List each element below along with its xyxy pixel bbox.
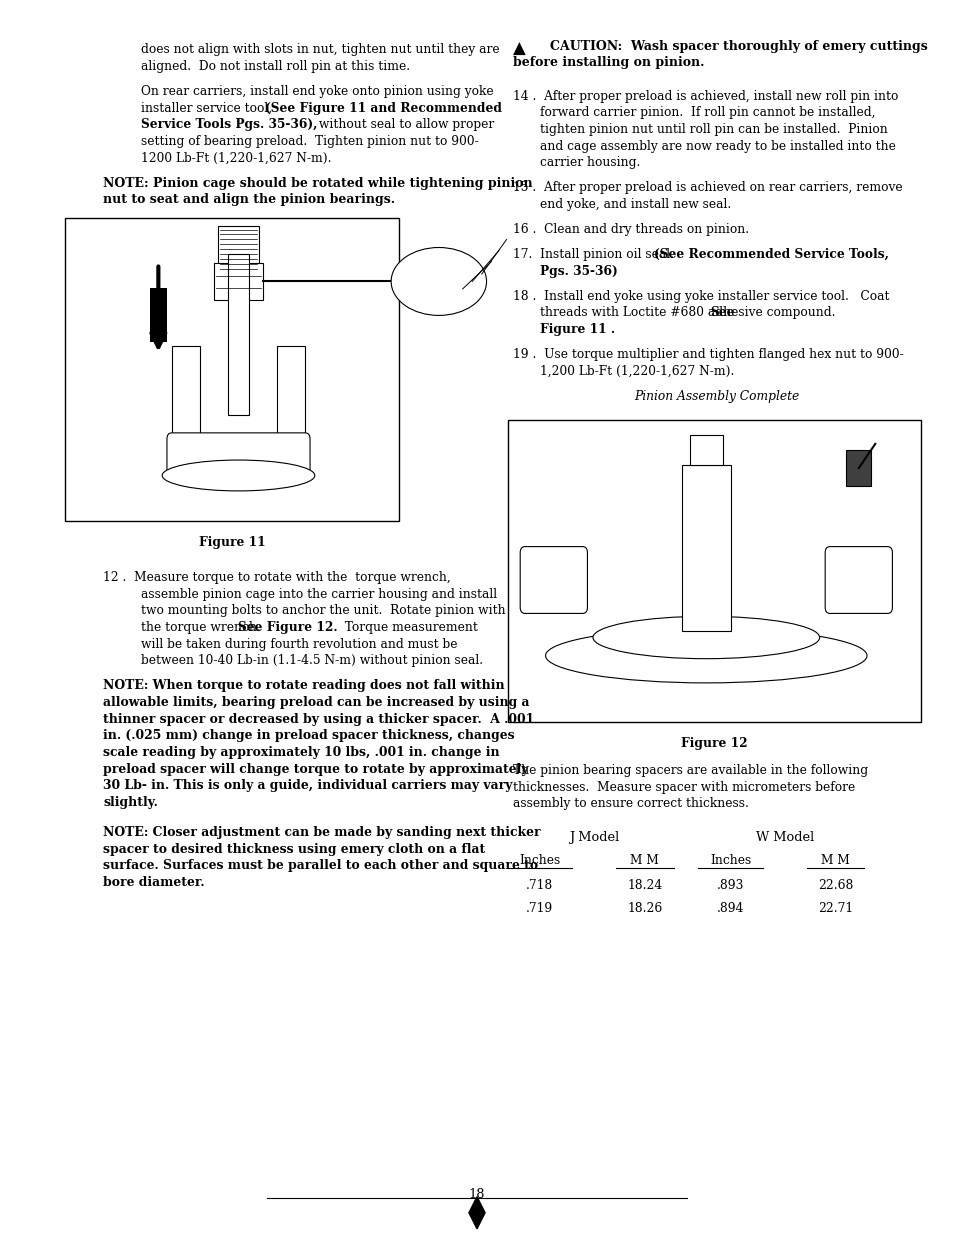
- Text: (See Figure 11 and Recommended: (See Figure 11 and Recommended: [265, 101, 501, 115]
- Polygon shape: [469, 1197, 484, 1229]
- Bar: [150, 288, 167, 342]
- Ellipse shape: [593, 616, 819, 658]
- Text: between 10-40 Lb-in (1.1-4.5 N-m) without pinion seal.: between 10-40 Lb-in (1.1-4.5 N-m) withou…: [141, 655, 483, 667]
- Text: ▲: ▲: [513, 40, 525, 58]
- Text: carrier housing.: carrier housing.: [539, 156, 639, 169]
- Text: threads with Loctite #680 adhesive compound.: threads with Loctite #680 adhesive compo…: [539, 306, 842, 320]
- Text: 19 .  Use torque multiplier and tighten flanged hex nut to 900-: 19 . Use torque multiplier and tighten f…: [513, 348, 903, 361]
- Text: thicknesses.  Measure spacer with micrometers before: thicknesses. Measure spacer with microme…: [513, 781, 855, 794]
- Text: Figure 11: Figure 11: [198, 536, 265, 548]
- Text: W Model: W Model: [755, 831, 814, 844]
- Text: 17.  Install pinion oil seal.: 17. Install pinion oil seal.: [513, 248, 681, 261]
- Text: 30 Lb- in. This is only a guide, individual carriers may vary: 30 Lb- in. This is only a guide, individ…: [103, 779, 512, 793]
- Text: 18.26: 18.26: [627, 903, 661, 915]
- Text: aligned.  Do not install roll pin at this time.: aligned. Do not install roll pin at this…: [141, 61, 410, 73]
- Bar: [680, 466, 730, 631]
- Text: NOTE: Pinion cage should be rotated while tightening pinion: NOTE: Pinion cage should be rotated whil…: [103, 177, 532, 190]
- Text: thinner spacer or decreased by using a thicker spacer.  A .001: thinner spacer or decreased by using a t…: [103, 713, 534, 726]
- Text: Pinion Assembly Complete: Pinion Assembly Complete: [634, 389, 799, 403]
- Text: Torque measurement: Torque measurement: [336, 621, 477, 634]
- Text: .893: .893: [717, 879, 743, 892]
- Text: scale reading by approximately 10 lbs, .001 in. change in: scale reading by approximately 10 lbs, .…: [103, 746, 499, 760]
- Text: 16 .  Clean and dry threads on pinion.: 16 . Clean and dry threads on pinion.: [513, 222, 749, 236]
- FancyBboxPatch shape: [519, 547, 587, 614]
- FancyBboxPatch shape: [824, 547, 891, 614]
- Text: installer service tool,: installer service tool,: [141, 101, 276, 115]
- Text: without seal to allow proper: without seal to allow proper: [314, 119, 494, 131]
- Text: assemble pinion cage into the carrier housing and install: assemble pinion cage into the carrier ho…: [141, 588, 497, 600]
- Bar: [508, 420, 920, 722]
- Text: See Figure 12.: See Figure 12.: [238, 621, 337, 634]
- Text: 22.71: 22.71: [818, 903, 852, 915]
- FancyBboxPatch shape: [167, 432, 310, 475]
- Text: does not align with slots in nut, tighten nut until they are: does not align with slots in nut, tighte…: [141, 43, 499, 57]
- Text: .718: .718: [526, 879, 553, 892]
- Text: two mounting bolts to anchor the unit.  Rotate pinion with: two mounting bolts to anchor the unit. R…: [141, 604, 505, 618]
- Text: (See Recommended Service Tools,: (See Recommended Service Tools,: [654, 248, 888, 261]
- Text: .719: .719: [526, 903, 553, 915]
- Text: 18: 18: [468, 1188, 485, 1202]
- FancyBboxPatch shape: [213, 263, 263, 300]
- Text: M M: M M: [821, 853, 849, 867]
- Bar: [218, 226, 258, 273]
- Text: 1,200 Lb-Ft (1,220-1,627 N-m).: 1,200 Lb-Ft (1,220-1,627 N-m).: [539, 364, 734, 378]
- Text: 15 .  After proper preload is achieved on rear carriers, remove: 15 . After proper preload is achieved on…: [513, 182, 902, 194]
- Text: NOTE: Closer adjustment can be made by sanding next thicker: NOTE: Closer adjustment can be made by s…: [103, 826, 540, 839]
- Text: CAUTION:  Wash spacer thoroughly of emery cuttings: CAUTION: Wash spacer thoroughly of emery…: [549, 40, 926, 53]
- Text: 18.24: 18.24: [627, 879, 661, 892]
- Text: spacer to desired thickness using emery cloth on a flat: spacer to desired thickness using emery …: [103, 842, 485, 856]
- Text: Figure 11 .: Figure 11 .: [539, 322, 615, 336]
- Text: slightly.: slightly.: [103, 795, 158, 809]
- Text: in. (.025 mm) change in preload spacer thickness, changes: in. (.025 mm) change in preload spacer t…: [103, 729, 514, 742]
- Text: NOTE: When torque to rotate reading does not fall within: NOTE: When torque to rotate reading does…: [103, 679, 504, 693]
- Text: surface. Surfaces must be parallel to each other and square to: surface. Surfaces must be parallel to ea…: [103, 860, 537, 872]
- Bar: [65, 219, 398, 521]
- Text: nut to seat and align the pinion bearings.: nut to seat and align the pinion bearing…: [103, 193, 395, 206]
- Text: bore diameter.: bore diameter.: [103, 876, 205, 889]
- Text: tighten pinion nut until roll pin can be installed.  Pinion: tighten pinion nut until roll pin can be…: [539, 124, 887, 136]
- Bar: [276, 346, 305, 445]
- Text: will be taken during fourth revolution and must be: will be taken during fourth revolution a…: [141, 637, 457, 651]
- Text: Service Tools Pgs. 35-36),: Service Tools Pgs. 35-36),: [141, 119, 317, 131]
- Text: end yoke, and install new seal.: end yoke, and install new seal.: [539, 198, 730, 211]
- Bar: [172, 346, 200, 445]
- Ellipse shape: [391, 247, 486, 315]
- Text: assembly to ensure correct thickness.: assembly to ensure correct thickness.: [513, 798, 748, 810]
- Text: forward carrier pinion.  If roll pin cannot be installed,: forward carrier pinion. If roll pin cann…: [539, 106, 875, 120]
- Text: 18 .  Install end yoke using yoke installer service tool.   Coat: 18 . Install end yoke using yoke install…: [513, 289, 889, 303]
- Text: The pinion bearing spacers are available in the following: The pinion bearing spacers are available…: [513, 764, 867, 777]
- Text: 14 .  After proper preload is achieved, install new roll pin into: 14 . After proper preload is achieved, i…: [513, 90, 898, 103]
- Text: setting of bearing preload.  Tighten pinion nut to 900-: setting of bearing preload. Tighten pini…: [141, 135, 478, 148]
- Bar: [228, 254, 249, 415]
- Text: J Model: J Model: [569, 831, 618, 844]
- Text: the torque wrench.: the torque wrench.: [141, 621, 269, 634]
- Text: Figure 12: Figure 12: [680, 737, 747, 750]
- Bar: [689, 435, 722, 466]
- Bar: [845, 450, 870, 487]
- Text: M M: M M: [630, 853, 659, 867]
- Text: 22.68: 22.68: [817, 879, 853, 892]
- Text: On rear carriers, install end yoke onto pinion using yoke: On rear carriers, install end yoke onto …: [141, 85, 494, 98]
- Ellipse shape: [162, 459, 314, 490]
- Text: allowable limits, bearing preload can be increased by using a: allowable limits, bearing preload can be…: [103, 695, 529, 709]
- Text: .894: .894: [717, 903, 743, 915]
- Text: Inches: Inches: [709, 853, 751, 867]
- Text: preload spacer will change torque to rotate by approximately: preload spacer will change torque to rot…: [103, 762, 528, 776]
- Text: and cage assembly are now ready to be installed into the: and cage assembly are now ready to be in…: [539, 140, 895, 153]
- Text: See: See: [709, 306, 734, 320]
- Text: 12 .  Measure torque to rotate with the  torque wrench,: 12 . Measure torque to rotate with the t…: [103, 571, 451, 584]
- Text: Pgs. 35-36): Pgs. 35-36): [539, 264, 617, 278]
- Text: before installing on pinion.: before installing on pinion.: [513, 56, 704, 69]
- Ellipse shape: [545, 629, 866, 683]
- Text: 1200 Lb-Ft (1,220-1,627 N-m).: 1200 Lb-Ft (1,220-1,627 N-m).: [141, 152, 332, 164]
- Text: Inches: Inches: [518, 853, 560, 867]
